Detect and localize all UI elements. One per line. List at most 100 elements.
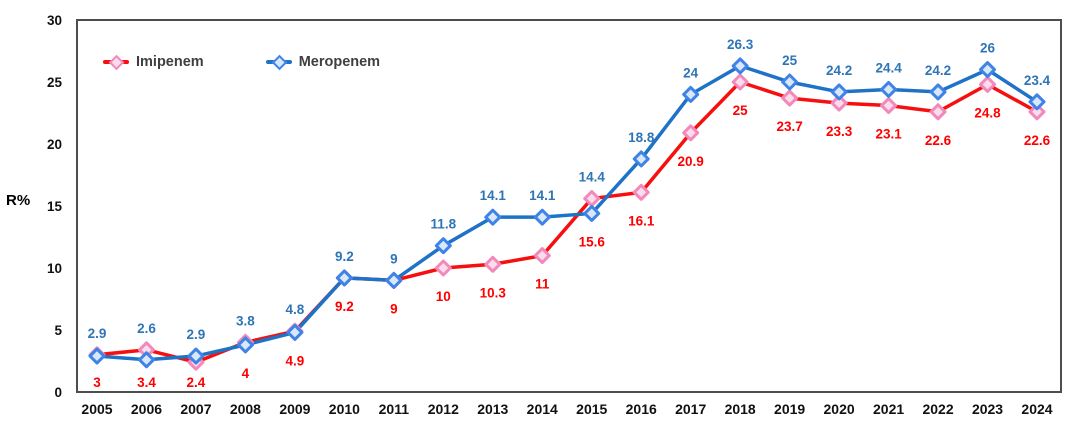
- imipenem-value-label: 4: [242, 366, 250, 381]
- x-tick-label: 2010: [329, 401, 360, 417]
- meropenem-marker: [979, 61, 997, 79]
- meropenem-marker: [731, 57, 749, 75]
- meropenem-value-label: 2.9: [187, 327, 206, 342]
- imipenem-marker: [533, 247, 551, 265]
- imipenem-marker: [781, 89, 799, 107]
- legend-label-meropenem: Meropenem: [298, 54, 381, 70]
- x-tick-label: 2009: [279, 401, 310, 417]
- x-tick-label: 2006: [131, 401, 162, 417]
- meropenem-value-label: 24.4: [875, 60, 902, 75]
- x-tick-label: 2023: [972, 401, 1003, 417]
- imipenem-value-label: 24.8: [974, 105, 1001, 120]
- imipenem-marker: [484, 255, 502, 273]
- meropenem-value-label: 23.4: [1024, 73, 1051, 88]
- x-tick-label: 2015: [576, 401, 607, 417]
- legend-label-imipenem: Imipenem: [136, 54, 204, 70]
- imipenem-marker: [979, 75, 997, 93]
- meropenem-value-label: 14.1: [480, 188, 507, 203]
- imipenem-value-label: 22.6: [1024, 133, 1051, 148]
- meropenem-value-label: 2.6: [137, 321, 156, 336]
- y-tick-label: 15: [47, 199, 63, 214]
- meropenem-value-label: 9: [390, 251, 398, 266]
- y-tick-label: 5: [54, 323, 62, 338]
- meropenem-marker: [781, 73, 799, 91]
- meropenem-value-label: 26: [980, 41, 996, 56]
- meropenem-marker: [434, 237, 452, 255]
- meropenem-value-label: 3.8: [236, 313, 255, 328]
- meropenem-marker: [484, 208, 502, 226]
- imipenem-marker: [731, 73, 749, 91]
- x-tick-label: 2013: [477, 401, 508, 417]
- x-tick-label: 2016: [626, 401, 657, 417]
- meropenem-line-marker-icon: [265, 54, 292, 71]
- legend: Imipenem Meropenem: [103, 54, 381, 71]
- meropenem-value-label: 4.8: [286, 302, 305, 317]
- meropenem-marker: [137, 351, 155, 369]
- legend-item-imipenem: Imipenem: [103, 54, 204, 71]
- legend-item-meropenem: Meropenem: [265, 54, 381, 71]
- imipenem-value-label: 23.1: [875, 127, 902, 142]
- imipenem-value-label: 20.9: [678, 154, 704, 169]
- x-tick-label: 2005: [81, 401, 112, 417]
- imipenem-value-label: 25: [733, 103, 749, 118]
- meropenem-marker: [682, 85, 700, 103]
- plot-border: [76, 19, 1062, 393]
- imipenem-value-label: 22.6: [925, 133, 952, 148]
- imipenem-value-label: 16.1: [628, 213, 655, 228]
- meropenem-value-label: 14.1: [529, 188, 556, 203]
- imipenem-marker: [830, 94, 848, 112]
- x-tick-label: 2008: [230, 401, 261, 417]
- meropenem-value-label: 24: [683, 65, 699, 80]
- meropenem-value-label: 9.2: [335, 249, 354, 264]
- meropenem-marker: [533, 208, 551, 226]
- y-tick-label: 10: [47, 261, 62, 276]
- imipenem-value-label: 10: [436, 289, 451, 304]
- x-tick-label: 2017: [675, 401, 706, 417]
- imipenem-marker: [1028, 103, 1046, 121]
- meropenem-marker: [335, 269, 353, 287]
- y-tick-label: 20: [47, 137, 62, 152]
- meropenem-marker: [583, 204, 601, 222]
- meropenem-value-label: 25: [782, 53, 798, 68]
- y-tick-label: 25: [47, 75, 63, 90]
- imipenem-marker: [682, 124, 700, 142]
- x-tick-label: 2020: [824, 401, 855, 417]
- x-tick-label: 2022: [922, 401, 953, 417]
- meropenem-marker: [286, 323, 304, 341]
- imipenem-marker: [434, 259, 452, 277]
- meropenem-marker: [88, 347, 106, 365]
- imipenem-value-label: 10.3: [480, 285, 507, 300]
- meropenem-marker: [880, 80, 898, 98]
- y-tick-label: 30: [47, 13, 62, 28]
- imipenem-marker: [929, 103, 947, 121]
- x-tick-label: 2018: [725, 401, 756, 417]
- imipenem-value-label: 9: [390, 301, 398, 316]
- imipenem-marker: [880, 97, 898, 115]
- imipenem-value-label: 3: [93, 375, 101, 390]
- x-tick-label: 2019: [774, 401, 805, 417]
- x-tick-label: 2024: [1021, 401, 1052, 417]
- imipenem-value-label: 23.7: [776, 119, 802, 134]
- x-tick-label: 2007: [180, 401, 211, 417]
- imipenem-value-label: 3.4: [137, 375, 156, 390]
- x-tick-label: 2011: [379, 401, 410, 417]
- imipenem-line-marker-icon: [103, 54, 129, 71]
- imipenem-marker: [632, 183, 650, 201]
- meropenem-marker: [187, 347, 205, 365]
- imipenem-value-label: 23.3: [826, 124, 853, 139]
- meropenem-marker: [1028, 93, 1046, 111]
- meropenem-marker: [632, 150, 650, 168]
- imipenem-value-label: 2.4: [187, 375, 206, 390]
- meropenem-value-label: 24.2: [826, 63, 852, 78]
- y-axis-title: R%: [6, 192, 31, 209]
- meropenem-value-label: 11.8: [431, 217, 457, 232]
- meropenem-marker: [385, 271, 403, 289]
- imipenem-value-label: 15.6: [579, 234, 606, 249]
- meropenem-marker: [236, 336, 254, 354]
- meropenem-value-label: 26.3: [727, 37, 754, 52]
- meropenem-value-label: 18.8: [628, 130, 655, 145]
- meropenem-value-label: 14.4: [579, 170, 606, 185]
- meropenem-value-label: 24.2: [925, 63, 951, 78]
- x-tick-label: 2012: [428, 401, 459, 417]
